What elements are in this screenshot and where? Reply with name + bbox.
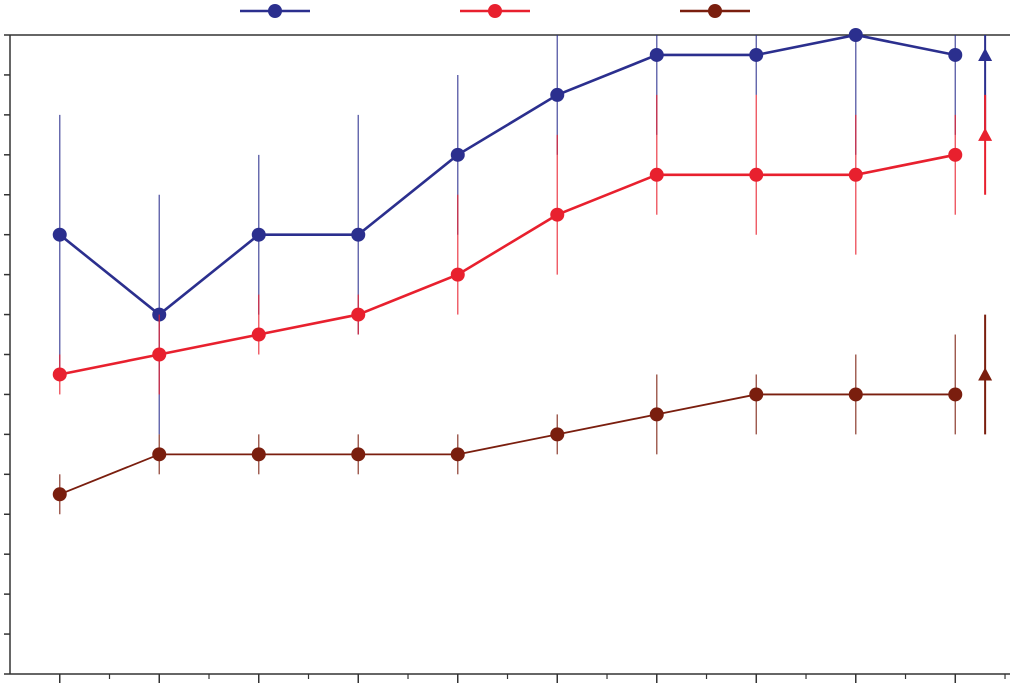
data-point (351, 307, 366, 322)
series-1 (52, 28, 993, 435)
data-point (351, 227, 366, 242)
data-point (351, 447, 366, 462)
data-point (52, 227, 67, 242)
data-point (550, 427, 565, 442)
series-line (59, 393, 956, 496)
data-point (450, 447, 465, 462)
data-point (152, 347, 167, 362)
data-point (52, 367, 67, 382)
data-point (848, 28, 863, 42)
data-point (649, 167, 664, 182)
data-point (649, 47, 664, 62)
data-point (749, 387, 764, 402)
data-point (550, 207, 565, 222)
data-point (152, 447, 167, 462)
series-2 (52, 94, 993, 395)
legend (240, 4, 750, 18)
overall-marker (978, 127, 993, 141)
overall-marker (978, 47, 993, 61)
data-point (948, 147, 963, 162)
legend-marker-2 (488, 4, 502, 18)
data-point (749, 47, 764, 62)
legend-marker-1 (268, 4, 282, 18)
data-point (251, 227, 266, 242)
data-point (251, 327, 266, 342)
legend-marker-3 (708, 4, 722, 18)
data-point (450, 267, 465, 282)
data-point (251, 447, 266, 462)
axes (4, 34, 1010, 683)
data-point (948, 47, 963, 62)
data-point (52, 487, 67, 502)
data-point (948, 387, 963, 402)
series-3 (52, 314, 993, 515)
data-point (749, 167, 764, 182)
data-point (649, 407, 664, 422)
data-point (848, 167, 863, 182)
data-point (550, 87, 565, 102)
data-point (848, 387, 863, 402)
data-point (450, 147, 465, 162)
series-line (59, 153, 956, 376)
plot-area (52, 28, 993, 515)
overall-marker (978, 367, 993, 381)
series-line (58, 33, 956, 317)
